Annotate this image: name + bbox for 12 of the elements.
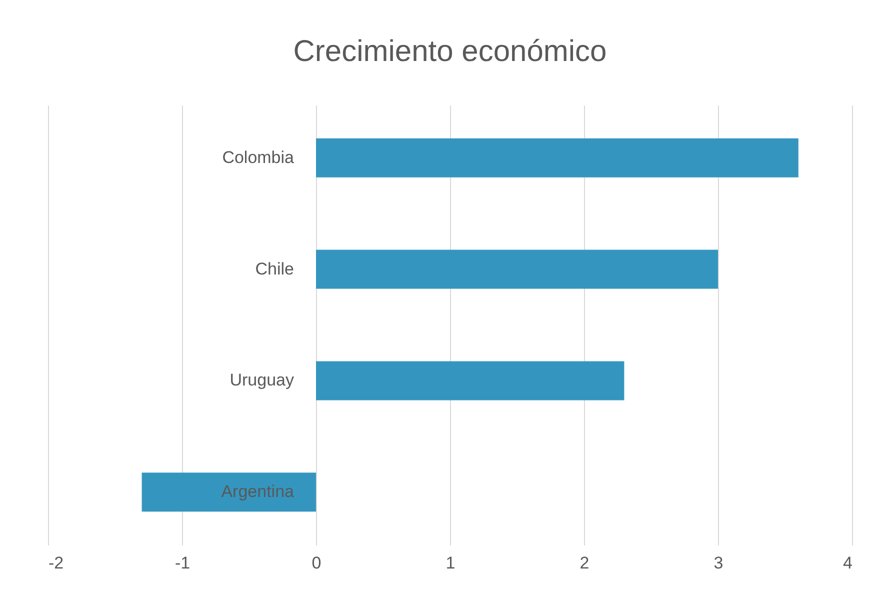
x-tick-label: 1 bbox=[446, 554, 456, 572]
y-tick-label: Uruguay bbox=[230, 370, 294, 390]
x-tick-label: 2 bbox=[580, 554, 590, 572]
y-tick-label: Chile bbox=[255, 259, 294, 278]
x-tick-label: -1 bbox=[174, 554, 190, 572]
x-tick-label: 0 bbox=[312, 554, 322, 572]
y-tick-label: Colombia bbox=[222, 148, 295, 167]
y-tick-label: Argentina bbox=[221, 482, 295, 502]
x-tick-label: 4 bbox=[843, 554, 852, 572]
x-tick-label: 3 bbox=[714, 554, 724, 572]
x-tick-label: -2 bbox=[48, 554, 64, 572]
chart-title: Crecimiento económico bbox=[293, 35, 607, 68]
